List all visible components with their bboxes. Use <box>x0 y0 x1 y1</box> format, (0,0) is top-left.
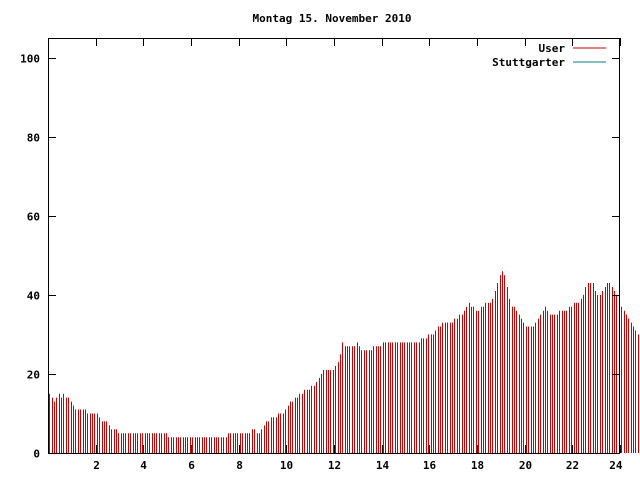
x-tick-label: 6 <box>188 459 195 472</box>
chart-title: Montag 15. November 2010 <box>253 12 412 25</box>
legend-label-stuttgarter: Stuttgarter <box>492 56 565 69</box>
x-tick-label: 8 <box>236 459 243 472</box>
legend-label-user: User <box>539 42 566 55</box>
x-tick-label: 12 <box>328 459 341 472</box>
x-tick-label: 24 <box>609 459 623 472</box>
x-tick-label: 2 <box>93 459 100 472</box>
y-tick-label: 60 <box>27 211 40 224</box>
x-tick-label: 4 <box>140 459 147 472</box>
legend: User Stuttgarter <box>492 42 606 69</box>
series-user-bars <box>49 271 639 453</box>
x-tick-label: 18 <box>471 459 484 472</box>
y-tick-label: 100 <box>20 53 40 66</box>
y-tick-label: 20 <box>27 369 40 382</box>
axis-ticks <box>48 38 621 454</box>
x-tick-label: 20 <box>519 459 532 472</box>
x-tick-label: 22 <box>566 459 579 472</box>
x-tick-label: 14 <box>376 459 390 472</box>
y-tick-label: 80 <box>27 132 40 145</box>
y-tick-label: 0 <box>33 448 40 461</box>
y-tick-label: 40 <box>27 290 40 303</box>
x-tick-label: 10 <box>280 459 293 472</box>
x-tick-label: 16 <box>423 459 437 472</box>
